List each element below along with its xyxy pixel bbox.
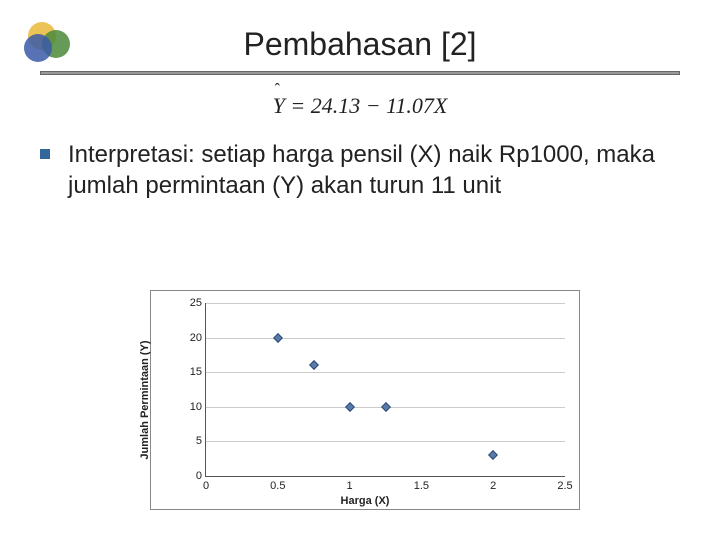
ytick-label: 10: [182, 401, 202, 413]
ytick-label: 15: [182, 366, 202, 378]
bullet-text: Interpretasi: setiap harga pensil (X) na…: [68, 139, 680, 201]
data-point: [345, 402, 355, 412]
scatter-chart: Jumlah Permintaan (Y) Harga (X) 05101520…: [150, 290, 580, 510]
title-area: Pembahasan [2]: [0, 0, 720, 75]
data-point: [381, 402, 391, 412]
regression-equation: Y = 24.13 − 11.07X: [0, 93, 720, 119]
bullet-row: Interpretasi: setiap harga pensil (X) na…: [40, 139, 680, 201]
xtick-label: 2: [490, 480, 496, 492]
xtick-label: 0.5: [270, 480, 285, 492]
gridline-h: [206, 441, 565, 442]
ytick-label: 0: [182, 470, 202, 482]
data-point: [273, 333, 283, 343]
gridline-h: [206, 372, 565, 373]
data-point: [309, 360, 319, 370]
ytick-label: 25: [182, 297, 202, 309]
chart-xlabel: Harga (X): [341, 495, 390, 507]
xtick-label: 1.5: [414, 480, 429, 492]
xtick-label: 1: [347, 480, 353, 492]
ytick-label: 5: [182, 435, 202, 447]
bullet-icon: [40, 149, 50, 159]
equation-yhat: Y: [273, 93, 285, 119]
slide-title: Pembahasan [2]: [243, 26, 476, 63]
chart-ylabel: Jumlah Permintaan (Y): [139, 340, 151, 459]
gridline-h: [206, 338, 565, 339]
xtick-label: 2.5: [557, 480, 572, 492]
equation-rhs: 24.13 − 11.07X: [311, 93, 448, 118]
xtick-label: 0: [203, 480, 209, 492]
ytick-label: 20: [182, 332, 202, 344]
plot-area: 051015202500.511.522.5: [205, 303, 565, 477]
equation-eq: =: [285, 93, 311, 118]
data-point: [488, 450, 498, 460]
gridline-h: [206, 303, 565, 304]
title-underline: [40, 71, 680, 75]
slide-logo: [20, 18, 76, 66]
